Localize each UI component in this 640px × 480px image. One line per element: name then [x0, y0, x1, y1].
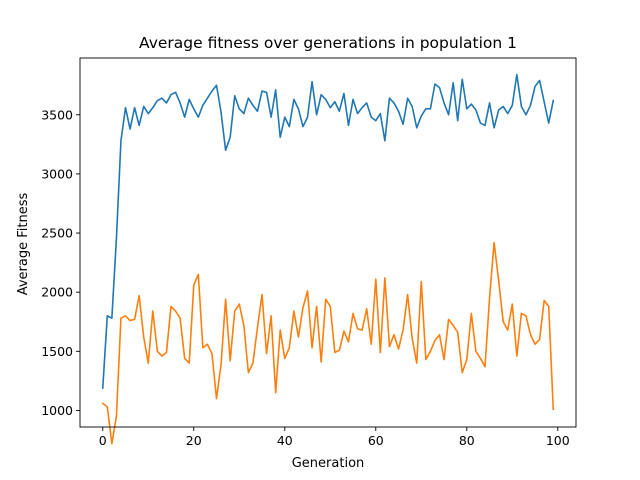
plot-frame — [79, 57, 577, 428]
y-tick-label: 3000 — [41, 166, 73, 181]
x-tick-label: 40 — [277, 433, 293, 448]
plot-area: 0 20 40 60 80 100 1000 1500 2000 2500 3000 3500 — [41, 57, 577, 448]
y-tick-label: 1500 — [41, 344, 73, 359]
x-axis-title: Generation — [292, 456, 365, 471]
x-tick-label: 80 — [459, 433, 475, 448]
y-tick-label: 1000 — [41, 403, 73, 418]
y-tick-label: 3500 — [41, 107, 73, 122]
series-line-2 — [101, 241, 555, 445]
x-tick-label: 100 — [546, 433, 570, 448]
chart-title: Average fitness over generations in popu… — [139, 34, 517, 52]
x-tick-label: 20 — [186, 433, 202, 448]
x-tick-label: 60 — [368, 433, 384, 448]
series-line-1 — [101, 73, 555, 389]
y-axis-title: Average Fitness — [16, 193, 31, 296]
y-tick-label: 2500 — [41, 226, 73, 241]
x-tick-label: 0 — [99, 433, 107, 448]
y-tick-label: 2000 — [41, 285, 73, 300]
